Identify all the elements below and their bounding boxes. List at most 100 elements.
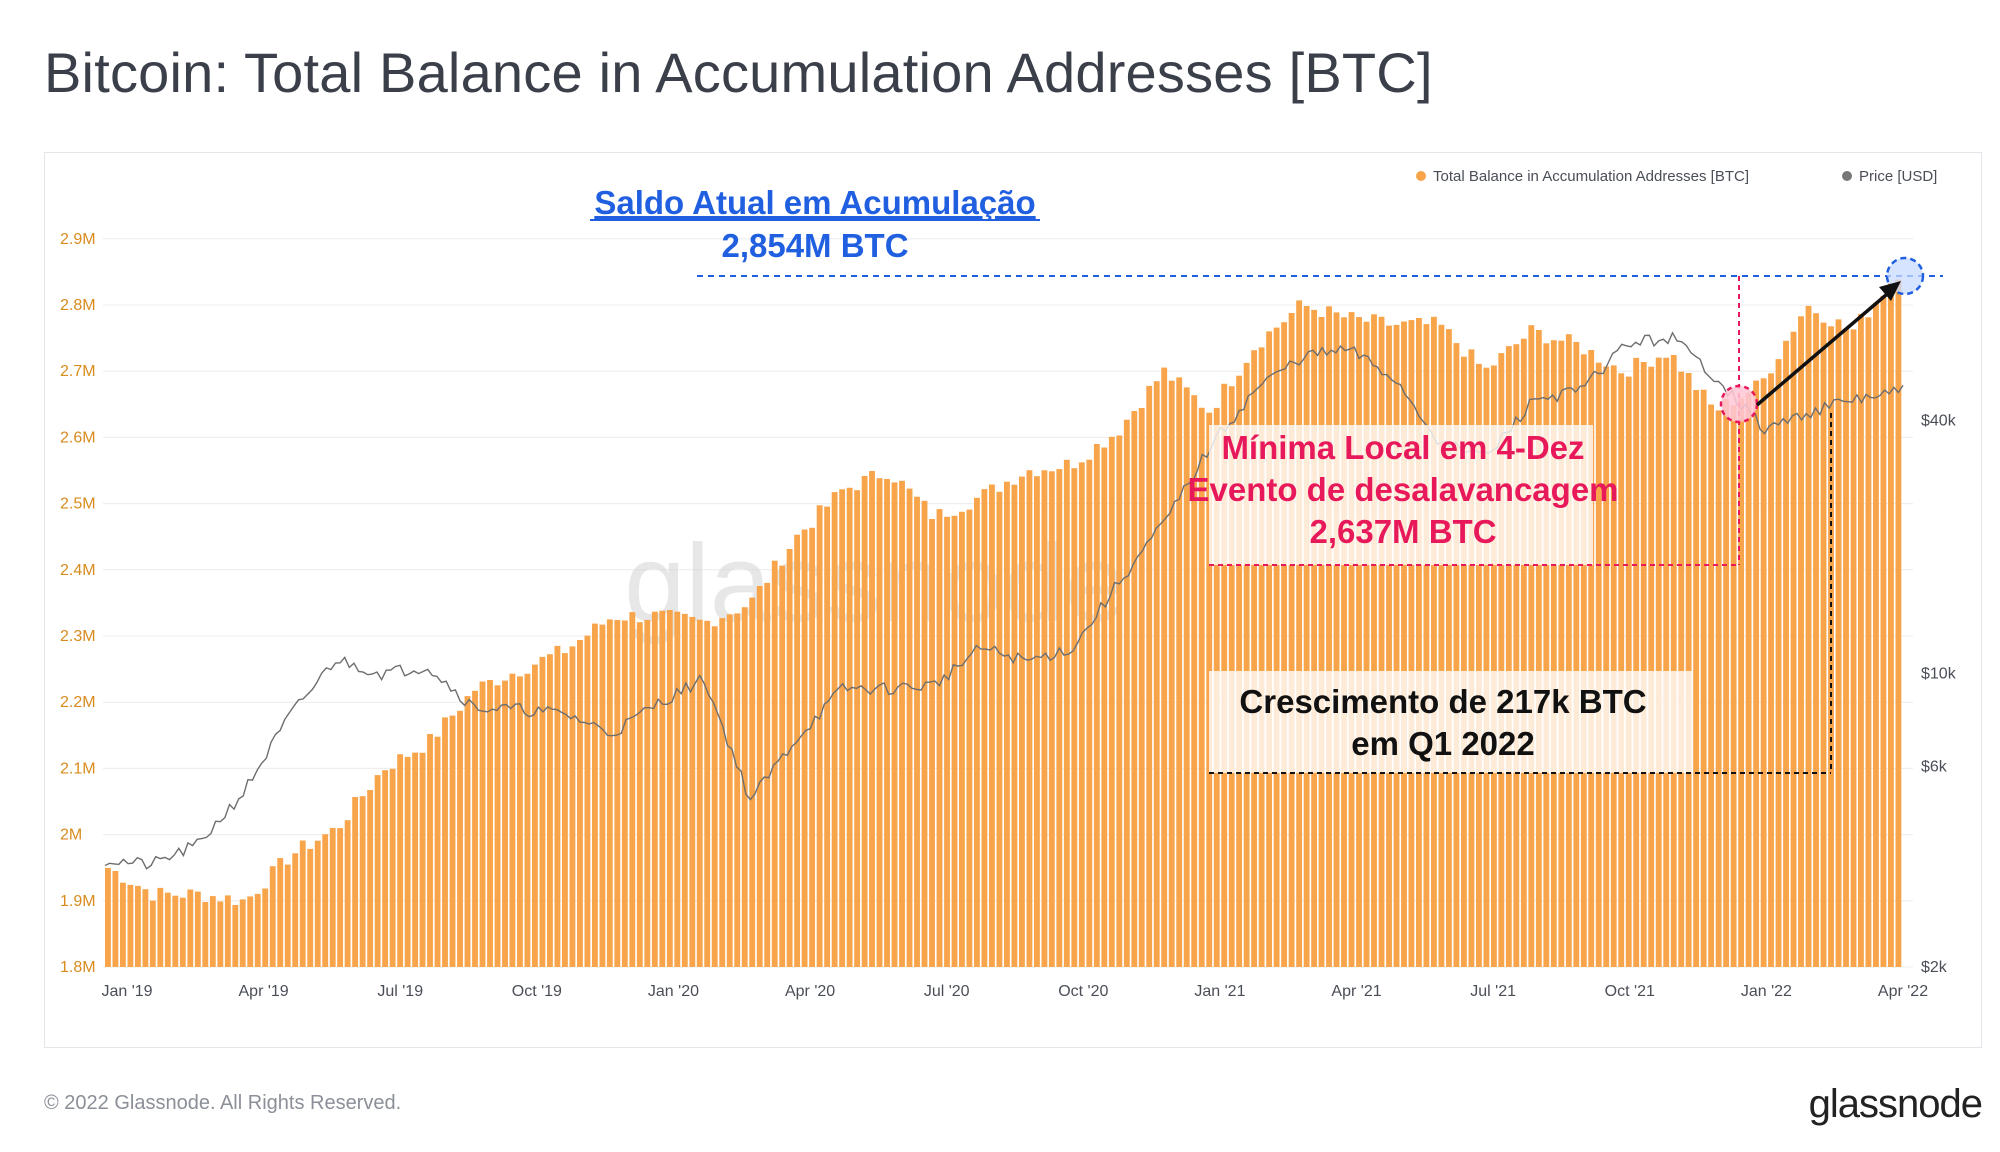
balance-bar [959,511,965,967]
balance-bar [1393,324,1400,967]
balance-bar [1326,306,1332,967]
balance-bar [232,905,239,967]
balance-bar [464,696,471,967]
balance-bar [1123,419,1130,967]
balance-bar [292,853,299,967]
balance-bar [614,620,621,967]
balance-bar [1610,365,1617,967]
balance-bar [1341,317,1347,967]
legend-bar-label[interactable]: Total Balance in Accumulation Addresses … [1433,168,1749,185]
balance-bar [1633,357,1640,967]
balance-bar [105,867,111,967]
balance-bar [172,895,179,967]
balance-bar [1880,295,1887,967]
y-tick-label: 2.1M [60,760,96,777]
balance-bar [629,612,636,967]
local-min-line1: Mínima Local em 4-Dez [1221,429,1584,466]
x-tick-label: Jan '22 [1741,983,1792,1000]
balance-bar [337,828,344,967]
y-axis-left: 1.8M 1.9M 2M 2.1M 2.2M 2.3M 2.4M 2.5M 2.6M 2.7M 2.… [60,231,96,976]
balance-bar [1775,359,1782,968]
balance-bar [322,834,329,967]
balance-bar [1108,436,1115,967]
balance-bar [1318,317,1325,967]
balance-bar [1191,395,1198,967]
balance-bar [1895,279,1902,968]
balance-bar [539,656,546,967]
balance-bar [157,887,164,967]
balance-bar [314,840,321,967]
chart-frame: glassnode Jan '19 Apr '19 Jul '19 Oct '19 Ja… [44,152,1982,1048]
balance-bar [1693,390,1700,967]
balance-bar [681,613,688,967]
balance-bar [816,505,823,967]
legend-price-label[interactable]: Price [USD] [1859,168,1937,185]
balance-bar [1063,459,1070,967]
balance-bar [1266,331,1273,967]
balance-bar [164,892,171,967]
x-tick-label: Apr '22 [1878,983,1928,1000]
x-tick-label: Oct '21 [1605,983,1655,1000]
balance-bar [1858,313,1864,967]
balance-bar [135,885,141,967]
balance-bar [584,635,591,967]
balance-bar [1086,459,1093,967]
balance-bar [1303,306,1310,967]
page-title: Bitcoin: Total Balance in Accumulation A… [44,41,1433,104]
balance-bar [1618,373,1625,967]
balance-bar [434,736,441,967]
balance-bar [831,492,838,967]
balance-bar [794,534,801,967]
price-tick-label: $6k [1921,759,1948,776]
chart: glassnode Jan '19 Apr '19 Jul '19 Oct '19 Ja… [60,168,1957,1000]
balance-bar [1843,328,1849,967]
balance-bar [636,622,643,967]
balance-bar [756,586,763,967]
y-tick-label: 2.6M [60,429,96,446]
x-tick-label: Oct '20 [1058,983,1108,1000]
x-tick-label: Jul '21 [1470,983,1516,1000]
balance-bar [359,796,366,967]
balance-bar [202,902,209,967]
balance-bar [1476,363,1482,967]
balance-bar [1768,373,1774,967]
balance-bar [1048,471,1055,967]
balance-bar [1828,326,1834,967]
balance-bar [1730,405,1737,967]
balance-bar [659,610,666,967]
balance-bar [217,901,224,967]
balance-bar [1723,398,1730,967]
balance-bar [1356,317,1362,967]
balance-bar [1258,347,1265,967]
y-tick-label: 2.2M [60,694,96,711]
balance-bar [726,614,733,967]
growth-box [1209,671,1693,773]
balance-bar [142,889,149,967]
balance-bar [127,884,134,967]
legend-price-marker [1842,171,1852,181]
y-tick-label: 2.7M [60,363,96,380]
balance-bar [1558,340,1565,967]
balance-bar [1004,481,1010,967]
balance-bar [532,664,538,967]
current-label-value: 2,854M BTC [721,227,908,264]
x-tick-label: Apr '21 [1331,983,1381,1000]
balance-bar [1790,331,1797,967]
balance-bar [951,515,958,967]
balance-bar [1311,309,1318,967]
y-tick-label: 1.8M [60,959,96,976]
balance-bar [1416,318,1422,967]
balance-bar [786,549,793,967]
balance-bar [277,858,284,967]
balance-bar [269,866,276,967]
y-axis-right: $2k $6k $10k $40k [1921,413,1957,976]
balance-bar [1708,404,1715,967]
price-tick-label: $10k [1921,665,1957,682]
balance-bar [524,673,531,967]
balance-bar [1423,324,1430,968]
balance-bar [442,717,448,967]
balance-bar [569,646,576,967]
balance-bar [989,484,995,967]
balance-bar [1146,385,1153,967]
balance-bar [1685,373,1692,967]
